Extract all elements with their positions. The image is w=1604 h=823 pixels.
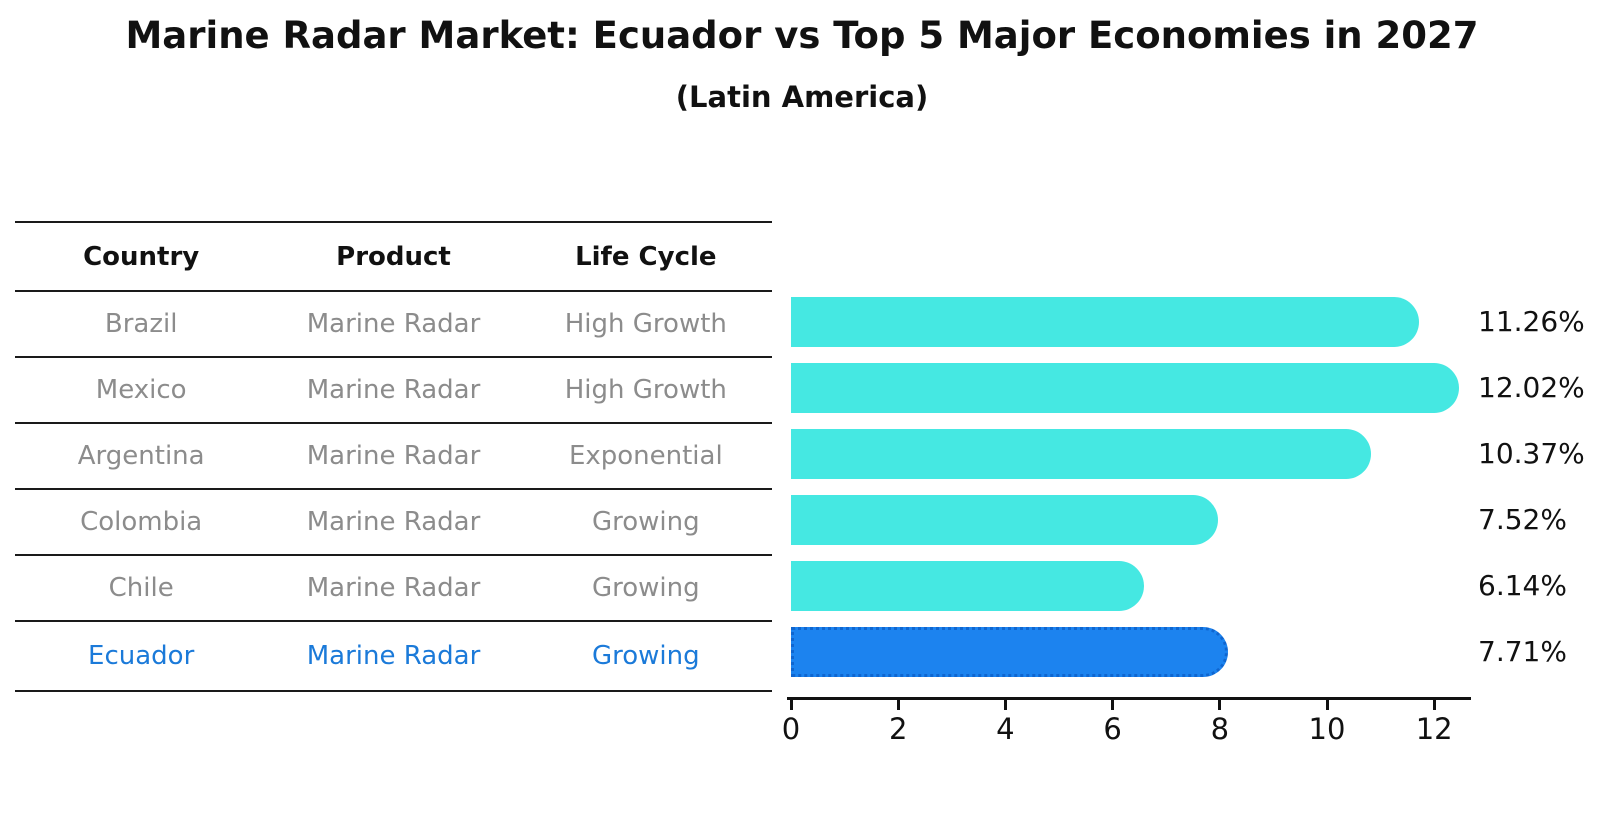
cell-country: Mexico (95, 375, 187, 405)
x-axis-line (787, 697, 1471, 700)
x-axis-tick (1003, 699, 1007, 710)
cell-country: Chile (108, 573, 174, 603)
x-axis-tick (1218, 699, 1222, 710)
x-axis-tick (1432, 699, 1436, 710)
table-row-ecuador: Ecuador Marine Radar Growing (15, 622, 772, 692)
table-header-row: Country Product Life Cycle (15, 223, 772, 292)
cell-life-cycle: Growing (591, 641, 700, 671)
page-title: Marine Radar Market: Ecuador vs Top 5 Ma… (125, 14, 1479, 57)
chart-bar-colombia (791, 495, 1219, 545)
value-label-chile: 6.14% (1478, 569, 1567, 602)
cell-life-cycle: Growing (591, 507, 700, 537)
x-axis-tick (1111, 699, 1115, 710)
table-row-chile: Chile Marine Radar Growing (15, 556, 772, 622)
value-label-brazil: 11.26% (1478, 305, 1585, 338)
cell-product: Marine Radar (306, 441, 481, 471)
cell-country: Ecuador (88, 641, 195, 671)
x-axis-tick-label: 6 (1103, 712, 1122, 746)
table-row-argentina: Argentina Marine Radar Exponential (15, 424, 772, 490)
cell-country: Argentina (77, 441, 205, 471)
chart-bar-argentina (791, 429, 1371, 479)
value-label-argentina: 10.37% (1478, 437, 1585, 470)
cell-product: Marine Radar (306, 507, 481, 537)
x-axis-tick-label: 10 (1308, 712, 1346, 746)
chart-bar-mexico (791, 363, 1460, 413)
page-subtitle: (Latin America) (675, 80, 929, 114)
cell-country: Brazil (104, 309, 178, 339)
chart-bar-highlighted-ecuador (791, 627, 1229, 677)
value-label-colombia: 7.52% (1478, 503, 1567, 536)
cell-country: Colombia (80, 507, 203, 537)
value-label-ecuador: 7.71% (1478, 635, 1567, 668)
header-cell-product: Product (336, 241, 451, 272)
table-row-brazil: Brazil Marine Radar High Growth (15, 292, 772, 358)
table-body: Brazil Marine Radar High Growth Mexico Marin… (15, 292, 772, 692)
chart-bar-chile (791, 561, 1145, 611)
cell-life-cycle: High Growth (564, 309, 727, 339)
x-axis-tick-label: 12 (1415, 712, 1453, 746)
cell-life-cycle: Growing (591, 573, 700, 603)
cell-product: Marine Radar (306, 573, 481, 603)
cell-life-cycle: High Growth (564, 375, 727, 405)
cell-life-cycle: Exponential (568, 441, 723, 471)
table-row-mexico: Mexico Marine Radar High Growth (15, 358, 772, 424)
value-label-mexico: 12.02% (1478, 371, 1585, 404)
x-axis-tick (789, 699, 793, 710)
x-axis-tick (896, 699, 900, 710)
comparison-table: Country Product Life Cycle Brazil Marine … (15, 221, 772, 692)
cell-product: Marine Radar (306, 641, 481, 671)
cell-product: Marine Radar (306, 375, 481, 405)
x-axis-tick (1325, 699, 1329, 710)
header-cell-life-cycle: Life Cycle (575, 241, 717, 272)
x-axis-tick-label: 8 (1210, 712, 1230, 746)
x-axis-tick-label: 2 (888, 712, 908, 746)
chart-bar-brazil (791, 297, 1419, 347)
header-cell-country: Country (83, 241, 200, 272)
cell-product: Marine Radar (306, 309, 481, 339)
x-axis-tick-label: 0 (781, 712, 801, 746)
x-axis-tick-label: 4 (996, 712, 1015, 746)
table-row-colombia: Colombia Marine Radar Growing (15, 490, 772, 556)
